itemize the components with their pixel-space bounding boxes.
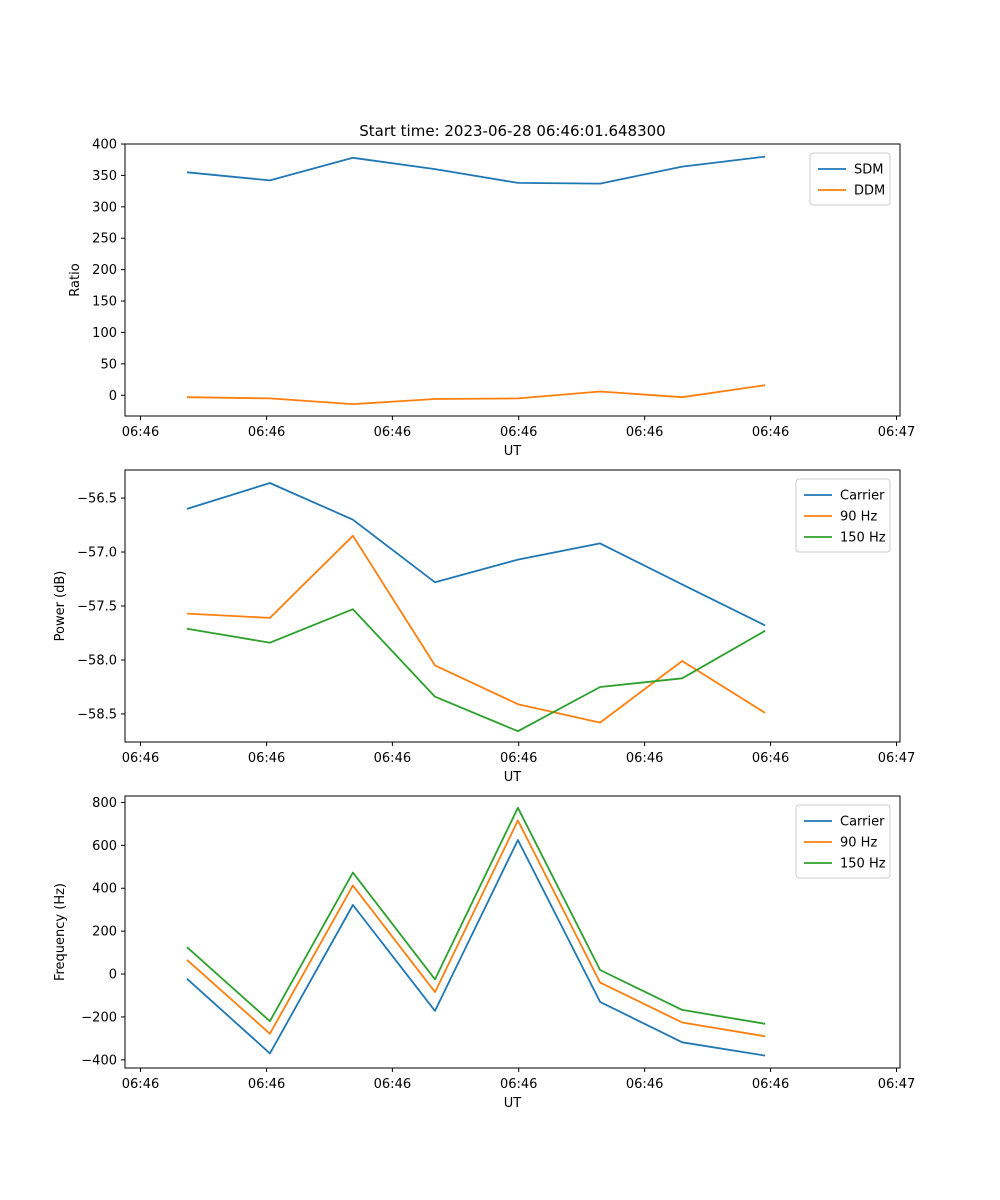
x-tick-label: 06:47 <box>878 1077 915 1092</box>
legend-box <box>795 804 891 879</box>
x-tick-label: 06:46 <box>500 425 537 440</box>
series-line-sdm <box>186 155 766 185</box>
x-tick-label: 06:46 <box>500 751 537 766</box>
x-tick-label: 06:46 <box>374 425 411 440</box>
x-tick-label: 06:46 <box>626 751 663 766</box>
x-tick-label: 06:46 <box>248 751 285 766</box>
series-line-150-hz <box>186 608 766 733</box>
y-tick-label: 350 <box>92 169 117 184</box>
legend-entry: 90 Hz <box>840 836 877 851</box>
x-tick-label: 06:46 <box>626 1077 663 1092</box>
y-tick-label: 200 <box>92 263 117 278</box>
y-tick-label: −400 <box>81 1053 117 1068</box>
y-tick-label: 300 <box>92 200 117 215</box>
legend-entry: DDM <box>854 184 885 199</box>
y-axis-label: Power (dB) <box>53 571 68 642</box>
y-tick-label: −58.0 <box>77 653 117 668</box>
series-line-90-hz <box>186 819 766 1038</box>
legend-entry: Carrier <box>840 489 885 504</box>
series-line-150-hz <box>186 806 766 1025</box>
x-tick-label: 06:46 <box>122 751 159 766</box>
x-tick-label: 06:46 <box>752 751 789 766</box>
series-line-carrier <box>186 482 766 627</box>
y-tick-label: 0 <box>109 389 117 404</box>
y-tick-label: 50 <box>100 357 117 372</box>
legend-box <box>809 152 891 206</box>
x-tick-label: 06:47 <box>878 751 915 766</box>
figure-title: Start time: 2023-06-28 06:46:01.648300 <box>359 122 665 140</box>
chart-panel-2: −58.5 −58.0 −57.5 −57.0 −56.5 06:46 06:46 06:46… <box>53 469 915 785</box>
y-axis-label: Frequency (Hz) <box>53 883 68 981</box>
x-tick-label: 06:46 <box>122 425 159 440</box>
series-line-ddm <box>186 384 766 406</box>
legend-entry: 150 Hz <box>840 857 886 872</box>
y-tick-label: −58.5 <box>77 707 117 722</box>
x-tick-label: 06:46 <box>122 1077 159 1092</box>
x-tick-label: 06:46 <box>374 1077 411 1092</box>
y-tick-label: −57.0 <box>77 546 117 561</box>
y-tick-label: 400 <box>92 138 117 153</box>
legend: Carrier 90 Hz 150 Hz <box>795 804 891 879</box>
legend: Carrier 90 Hz 150 Hz <box>795 478 891 553</box>
y-tick-label: 150 <box>92 295 117 310</box>
y-tick-label: 0 <box>109 968 117 983</box>
x-tick-label: 06:46 <box>248 425 285 440</box>
series-line-carrier <box>186 839 766 1057</box>
legend-entry: 90 Hz <box>840 510 877 525</box>
x-tick-label: 06:47 <box>878 425 915 440</box>
legend: SDM DDM <box>809 152 891 206</box>
x-tick-label: 06:46 <box>374 751 411 766</box>
y-tick-label: 800 <box>92 796 117 811</box>
x-tick-label: 06:46 <box>626 425 663 440</box>
x-axis-label: UT <box>504 1096 522 1111</box>
y-tick-label: 250 <box>92 232 117 247</box>
legend-entry: Carrier <box>840 815 885 830</box>
legend-entry: 150 Hz <box>840 531 886 546</box>
x-axis-label: UT <box>504 444 522 459</box>
y-tick-label: −57.5 <box>77 600 117 615</box>
chart-panel-1: 0 50 100 150 200 250 300 350 400 06:46 06:46 06:46 0… <box>68 138 915 460</box>
x-tick-label: 06:46 <box>248 1077 285 1092</box>
legend-entry: SDM <box>854 163 883 178</box>
y-tick-label: 200 <box>92 925 117 940</box>
axes-frame <box>124 795 901 1069</box>
x-tick-label: 06:46 <box>752 1077 789 1092</box>
x-axis-label: UT <box>504 770 522 785</box>
y-axis-label: Ratio <box>68 263 83 296</box>
chart-panels: 0 50 100 150 200 250 300 350 400 06:46 06:46 06:46 0… <box>53 138 915 1112</box>
chart-panel-3: −400 −200 0 200 400 600 800 06:46 06:46 06:46 06:4… <box>53 795 915 1111</box>
x-tick-label: 06:46 <box>500 1077 537 1092</box>
y-tick-label: −56.5 <box>77 492 117 507</box>
x-tick-label: 06:46 <box>752 425 789 440</box>
axes-frame <box>124 143 901 417</box>
y-tick-label: −200 <box>81 1010 117 1025</box>
y-tick-label: 400 <box>92 882 117 897</box>
legend-box <box>795 478 891 553</box>
y-tick-label: 600 <box>92 839 117 854</box>
y-tick-label: 100 <box>92 326 117 341</box>
series-line-90-hz <box>186 534 766 724</box>
